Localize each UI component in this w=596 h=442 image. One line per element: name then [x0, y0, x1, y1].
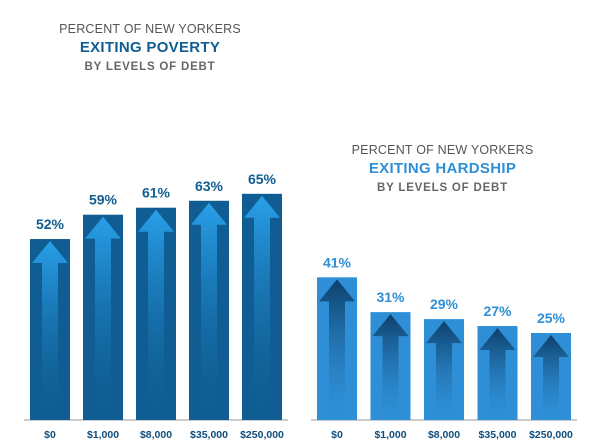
poverty-arrow-2	[138, 209, 174, 420]
poverty-tick-label-2: $8,000	[140, 429, 172, 441]
hardship-data-label-2: 29%	[430, 296, 459, 312]
poverty-title-line3: BY LEVELS OF DEBT	[84, 61, 216, 73]
hardship-data-label-3: 27%	[483, 303, 512, 319]
hardship-chart-title: PERCENT OF NEW YORKERS EXITING HARDSHIP …	[350, 143, 535, 194]
hardship-data-label-4: 25%	[537, 310, 566, 326]
hardship-tick-label-0: $0	[331, 429, 343, 441]
hardship-title-line3: BY LEVELS OF DEBT	[377, 182, 508, 194]
poverty-chart-title: PERCENT OF NEW YORKERS EXITING POVERTY B…	[50, 22, 250, 73]
hardship-title-line1: PERCENT OF NEW YORKERS	[351, 143, 534, 157]
hardship-data-label-1: 31%	[376, 289, 405, 305]
hardship-data-label-0: 41%	[323, 254, 352, 270]
hardship-arrow-1	[372, 314, 409, 420]
hardship-tick-label-3: $35,000	[479, 429, 517, 441]
hardship-tick-label-1: $1,000	[374, 429, 406, 441]
poverty-data-label-0: 52%	[36, 216, 65, 232]
hardship-title-line2: EXITING HARDSHIP	[368, 160, 517, 177]
hardship-arrow-2	[426, 321, 462, 420]
poverty-tick-label-0: $0	[44, 429, 56, 441]
poverty-data-label-4: 65%	[248, 171, 277, 187]
poverty-tick-label-3: $35,000	[190, 429, 228, 441]
poverty-data-label-2: 61%	[142, 185, 171, 201]
poverty-arrow-0	[32, 241, 68, 420]
poverty-tick-label-1: $1,000	[87, 429, 119, 441]
poverty-title-line1: PERCENT OF NEW YORKERS	[59, 22, 241, 36]
poverty-data-label-3: 63%	[195, 178, 224, 194]
poverty-title-line2: EXITING POVERTY	[79, 39, 221, 56]
hardship-arrow-3	[479, 328, 516, 420]
poverty-arrow-1	[85, 216, 121, 420]
poverty-arrow-4	[244, 195, 280, 420]
hardship-arrow-0	[319, 279, 355, 420]
hardship-arrow-4	[533, 335, 569, 420]
poverty-tick-label-4: $250,000	[240, 429, 284, 441]
hardship-tick-label-4: $250,000	[529, 429, 573, 441]
poverty-data-label-1: 59%	[89, 192, 118, 208]
hardship-tick-label-2: $8,000	[428, 429, 460, 441]
poverty-arrow-3	[191, 202, 227, 420]
